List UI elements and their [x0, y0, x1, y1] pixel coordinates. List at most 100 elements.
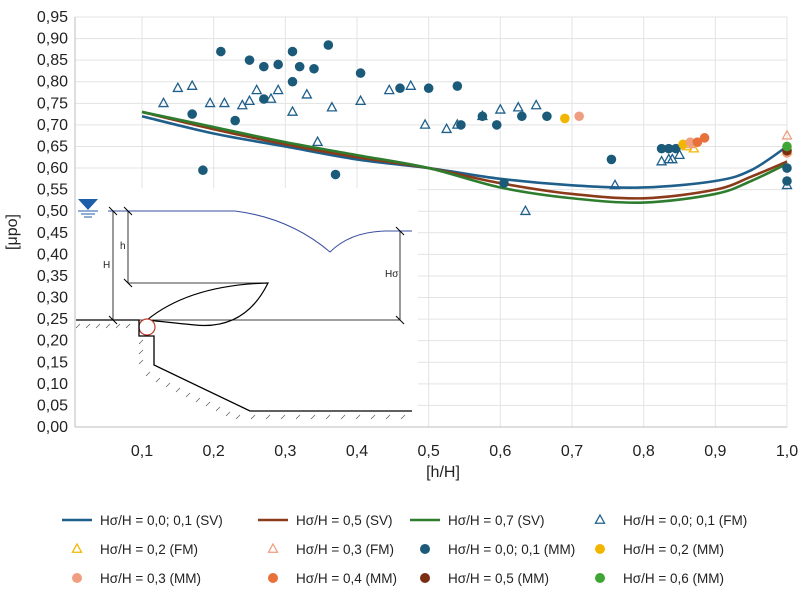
inset-label-h: h	[120, 241, 126, 252]
y-tick-label: 0,40	[37, 246, 68, 263]
circle-point	[187, 109, 197, 119]
series-markers	[157, 40, 793, 216]
circle-point	[685, 137, 696, 147]
triangle-point	[383, 84, 395, 95]
triangle-point	[204, 96, 216, 108]
triangle-point	[405, 79, 417, 90]
circle-point	[287, 46, 298, 57]
x-tick-label: 0,3	[274, 443, 296, 460]
triangle-point	[243, 94, 256, 106]
legend-swatch-circle	[268, 573, 278, 583]
triangle-point	[440, 122, 453, 134]
y-tick-label: 0,20	[37, 333, 68, 350]
x-tick-label: 0,9	[704, 443, 726, 460]
circle-point	[216, 46, 226, 57]
dim-tick	[123, 206, 133, 216]
circle-point	[456, 120, 466, 130]
inset-background	[0, 188, 418, 438]
circle-point	[294, 61, 305, 72]
triangle-point	[157, 96, 170, 108]
circle-point	[692, 137, 703, 147]
y-tick-label: 0,85	[37, 52, 68, 69]
y-tick-label: 0,10	[37, 376, 68, 393]
y-tick-label: 0,50	[37, 203, 68, 220]
circle-point	[491, 120, 502, 130]
triangle-point	[265, 92, 277, 103]
circle-point	[273, 59, 283, 70]
circle-point	[287, 76, 298, 87]
y-tick-label: 0,55	[37, 182, 68, 199]
circle-point	[499, 178, 509, 188]
y-tick-label: 0,35	[37, 268, 68, 285]
legend-label: Hσ/H = 0,4 (MM)	[296, 571, 397, 586]
legend-label: Hσ/H = 0,3 (FM)	[296, 542, 394, 557]
series-line	[141, 110, 788, 205]
x-tick-label: 0,6	[489, 443, 511, 460]
y-tick-label: 0,80	[37, 74, 68, 91]
triangle-point	[609, 178, 621, 190]
x-tick-label: 0,1	[131, 443, 153, 460]
triangle-point	[781, 129, 793, 140]
circle-point	[574, 111, 584, 122]
triangle-point	[251, 84, 263, 95]
y-tick-label: 0,75	[37, 95, 68, 112]
y-tick-label: 0,30	[37, 290, 68, 307]
y-axis-title: [μpo]	[4, 214, 21, 250]
triangle-point	[530, 99, 542, 110]
y-tick-label: 0,45	[37, 225, 68, 242]
triangle-point	[286, 105, 299, 116]
legend-label: Hσ/H = 0,2 (FM)	[100, 542, 198, 557]
circle-point	[230, 115, 240, 126]
legend-label: Hσ/H = 0,0; 0,1 (MM)	[448, 542, 575, 557]
circle-point	[782, 176, 792, 186]
weir-body-outline	[76, 319, 412, 412]
circle-point	[560, 113, 570, 124]
segment-gate	[146, 282, 269, 327]
legend-label: Hσ/H = 0,0; 0,1 (FM)	[623, 513, 747, 528]
circle-point	[782, 141, 792, 152]
y-tick-label: 0,95	[37, 9, 68, 26]
x-tick-label: 0,5	[418, 443, 440, 460]
dim-tick	[108, 206, 118, 216]
triangle-point	[301, 88, 313, 99]
dim-tick	[395, 226, 405, 236]
legend: Hσ/H = 0,0; 0,1 (SV) Hσ/H = 0,5 (SV) Hσ/H …	[62, 513, 747, 586]
circle-point	[782, 163, 792, 173]
dim-tick	[395, 315, 405, 325]
circle-point	[477, 111, 488, 122]
circle-point	[542, 111, 552, 122]
legend-swatch-triangle	[267, 542, 279, 553]
triangle-point	[494, 103, 506, 114]
circle-point	[323, 40, 334, 50]
circle-point	[517, 111, 527, 122]
circle-point	[663, 143, 674, 154]
water-surface-line	[108, 210, 412, 253]
circle-point	[606, 154, 617, 165]
legend-swatch-circle	[420, 573, 430, 583]
triangle-point	[419, 118, 431, 129]
triangle-point	[519, 204, 532, 216]
legend-swatch-triangle	[594, 513, 606, 524]
triangle-point	[172, 81, 184, 93]
legend-swatch-circle	[595, 573, 605, 583]
circle-point	[244, 55, 255, 65]
legend-swatch-circle	[420, 544, 430, 554]
legend-swatch-triangle	[71, 542, 83, 553]
legend-label: Hσ/H = 0,7 (SV)	[448, 513, 544, 528]
y-tick-label: 0,25	[37, 311, 68, 328]
y-tick-label: 0,70	[37, 117, 68, 134]
y-tick-label: 0,15	[37, 354, 68, 371]
gate-hinge	[138, 318, 156, 336]
triangle-point	[186, 79, 198, 90]
weir-hatching	[75, 323, 406, 420]
x-tick-label: 1,0	[776, 443, 798, 460]
legend-swatch-circle	[595, 544, 605, 554]
inset-label-H: H	[103, 260, 110, 271]
x-tick-label: 0,7	[561, 443, 583, 460]
circle-point	[198, 165, 208, 176]
triangle-point	[311, 135, 324, 147]
circle-point	[656, 143, 667, 154]
triangle-point	[655, 155, 668, 166]
y-tick-label: 0,90	[37, 31, 68, 48]
